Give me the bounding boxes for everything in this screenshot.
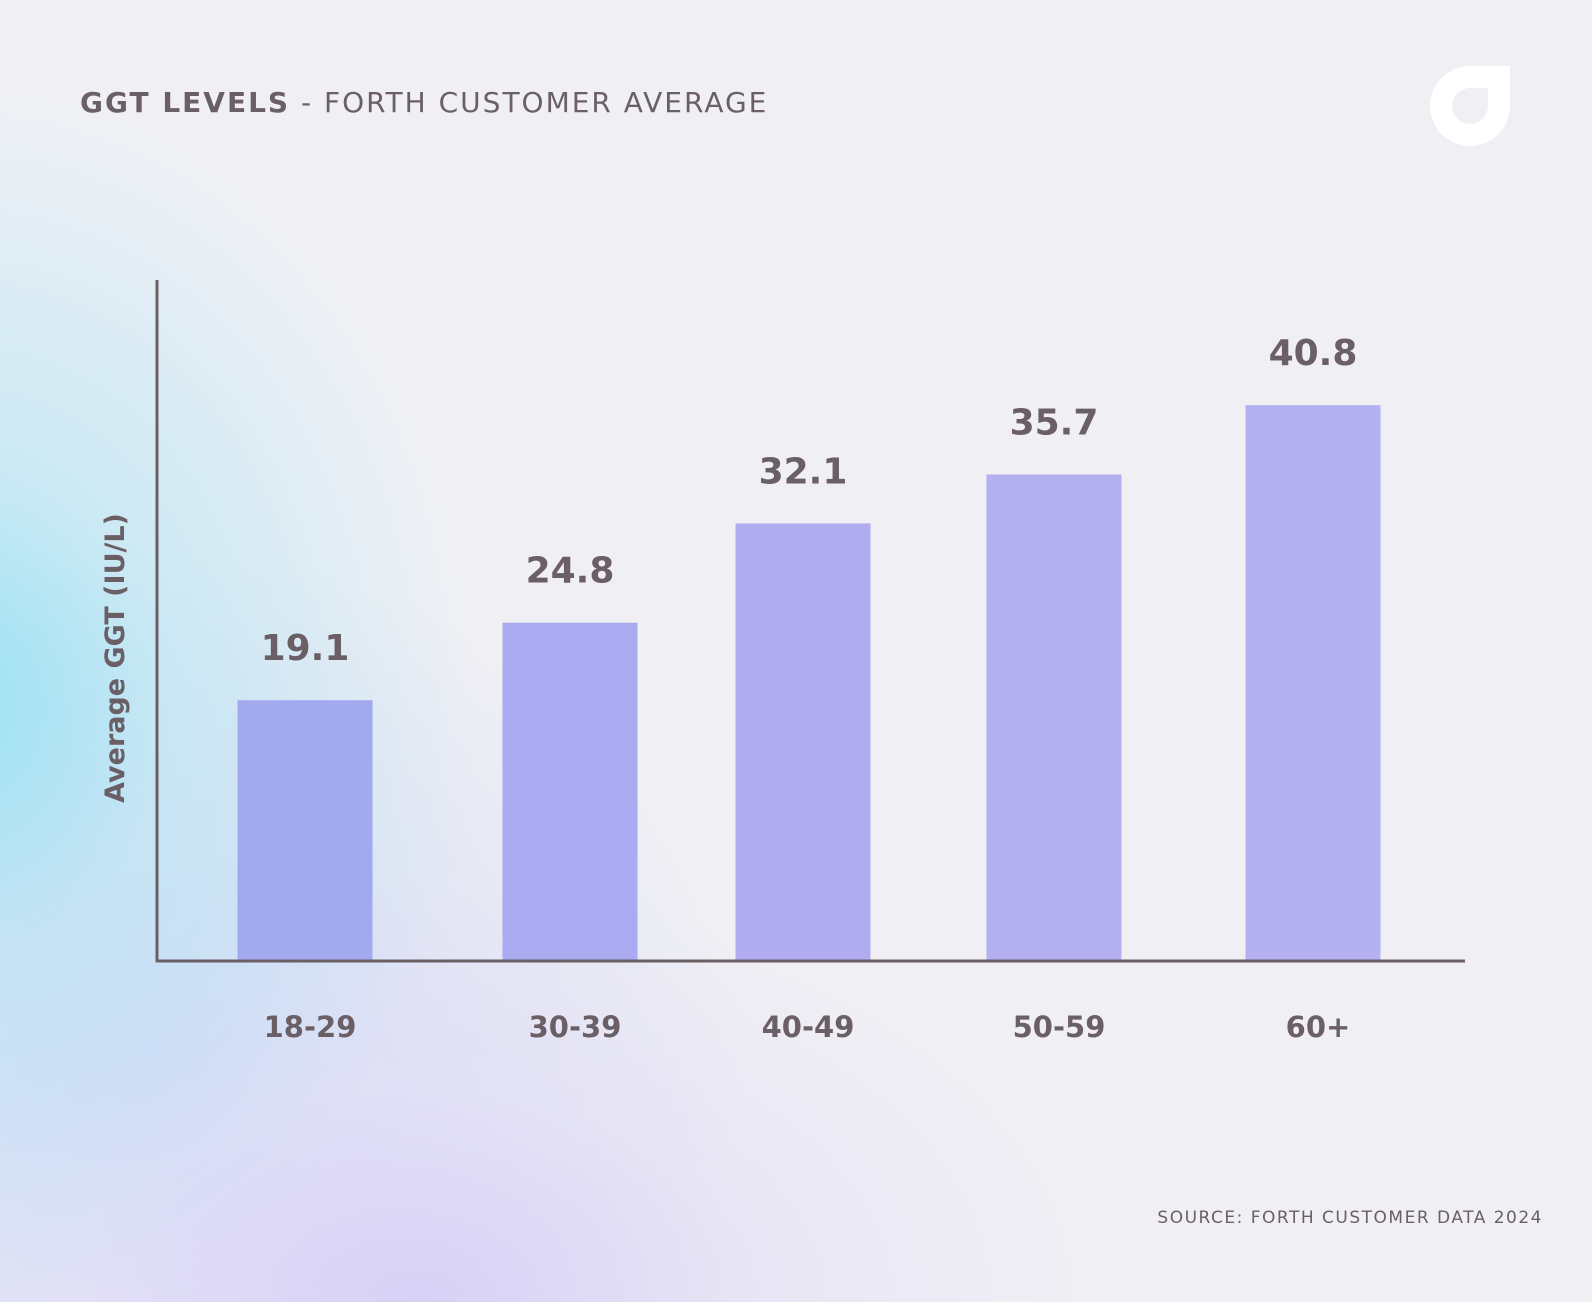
bar-30-39 (502, 622, 638, 960)
data-label-60+: 40.8 (1269, 333, 1358, 374)
bar-40-49 (735, 523, 871, 960)
data-label-30-39: 24.8 (526, 551, 615, 592)
x-tick-labels-layer: 18-29 30-39 40-49 50-59 60+ (264, 1010, 1351, 1044)
data-label-40-49: 32.1 (759, 451, 848, 492)
x-tick-label-18-29: 18-29 (264, 1010, 357, 1044)
chart-title-subtitle: - FORTH CUSTOMER AVERAGE (290, 86, 769, 119)
forth-logo-icon (1430, 66, 1510, 146)
data-label-50-59: 35.7 (1010, 402, 1099, 443)
bar-50-59 (986, 474, 1122, 960)
x-tick-label-30-39: 30-39 (529, 1010, 622, 1044)
y-axis-label: Average GGT (IU/L) (100, 513, 131, 803)
chart-title-bold: GGT LEVELS (80, 86, 291, 119)
source-note: SOURCE: FORTH CUSTOMER DATA 2024 (1157, 1208, 1543, 1228)
x-tick-label-50-59: 50-59 (1013, 1010, 1106, 1044)
data-label-18-29: 19.1 (261, 628, 350, 669)
bar-18-29 (237, 700, 373, 960)
chart-title: GGT LEVELS - FORTH CUSTOMER AVERAGE (80, 86, 768, 119)
x-tick-label-60+: 60+ (1286, 1010, 1351, 1044)
value-labels-layer: 19.1 24.8 32.1 35.7 40.8 (261, 333, 1358, 669)
x-tick-label-40-49: 40-49 (762, 1010, 855, 1044)
bars-layer (237, 405, 1381, 960)
bar-60+ (1245, 405, 1381, 960)
